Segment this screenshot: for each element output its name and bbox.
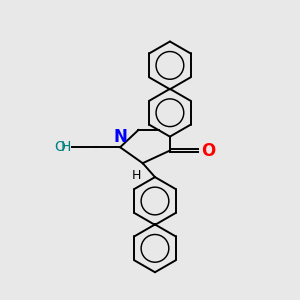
Text: N: N bbox=[113, 128, 127, 146]
Text: H: H bbox=[60, 140, 71, 154]
Text: H: H bbox=[132, 169, 141, 182]
Text: O: O bbox=[54, 140, 65, 154]
Text: O: O bbox=[201, 142, 215, 160]
